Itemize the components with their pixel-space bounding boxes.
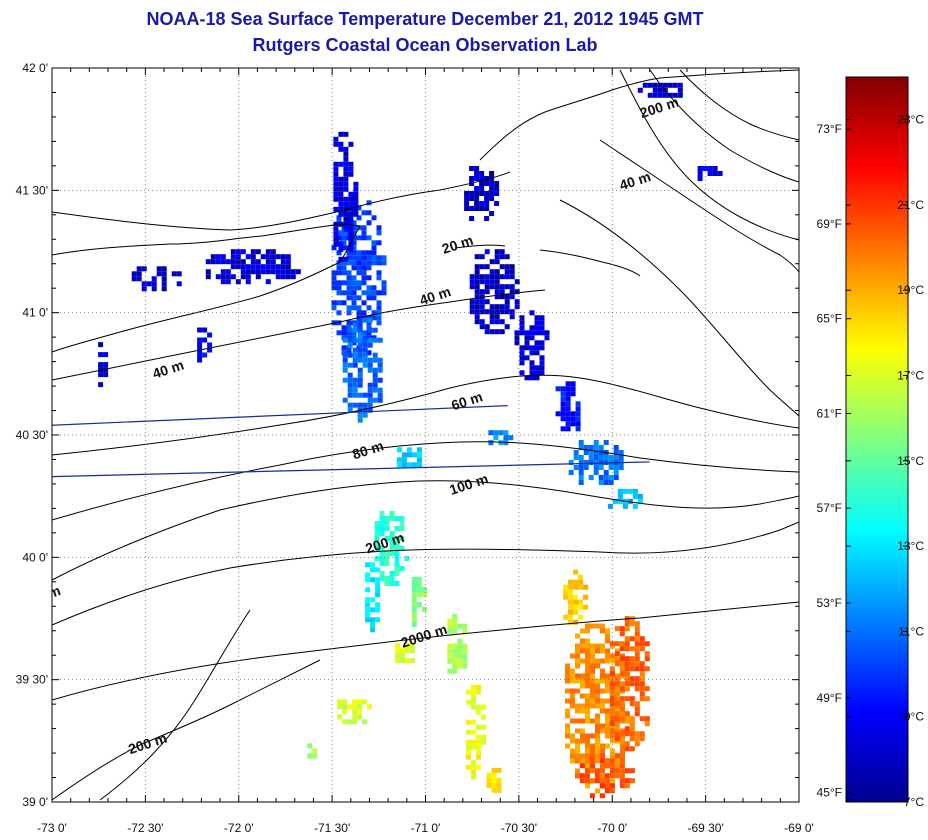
lat-tick-label: 42 0' [22, 61, 48, 75]
sst-patch [697, 166, 723, 181]
sst-patch [395, 643, 415, 664]
isobath-gulf-of-maine-a [619, 69, 799, 241]
coastline-long-island [52, 223, 361, 353]
colorbar-fahrenheit-label: 61°F [817, 406, 842, 420]
coastline-marthas-vineyard [454, 244, 506, 249]
contour-label: 40 m [617, 168, 652, 193]
sst-patch [466, 684, 486, 780]
transect-line [52, 461, 650, 478]
colorbar-ticks: 7°C 9°C 11°C 13°C 15°C 17°C 19°C 21°C 23°C 45°F 49… [817, 113, 925, 809]
contour-label: 60 m [449, 388, 484, 413]
sst-patch [555, 381, 581, 432]
lon-tick-label: -73 0' [37, 821, 67, 835]
sst-patch [609, 616, 650, 752]
sst-patch [205, 249, 301, 285]
canyon-line [99, 609, 251, 801]
sst-patch [342, 317, 383, 423]
colorbar-celsius-label: 17°C [897, 369, 924, 383]
lat-tick-label: 39 30' [16, 673, 48, 687]
colorbar-celsius-label: 21°C [897, 198, 924, 212]
sst-patch [568, 440, 624, 485]
contour-label: 2000 m [399, 621, 449, 651]
sst-patch [486, 767, 502, 793]
sst-patch [469, 249, 520, 335]
lon-tick-label: -71 30' [314, 821, 350, 835]
colorbar-fahrenheit-label: 73°F [817, 122, 842, 136]
lon-tick-label: -69 0' [784, 821, 814, 835]
isobath-40m-b [599, 139, 799, 273]
coastline-connecticut [52, 171, 511, 231]
coastline-nantucket [539, 249, 641, 277]
colorbar-fahrenheit-label: 65°F [817, 312, 842, 326]
colorbar-celsius-label: 7°C [904, 795, 924, 809]
sst-patch [365, 562, 381, 633]
lon-tick-label: -70 0' [597, 821, 627, 835]
isobath-100m [52, 480, 799, 581]
colorbar-fahrenheit-label: 53°F [817, 596, 842, 610]
lat-tick-label: 41 30' [16, 183, 48, 197]
isobath-2000m [52, 601, 799, 701]
sst-patch [411, 577, 427, 627]
axis-tick-labels: -73 0' -72 30' -72 0' -71 30' -71 0' -70 30' -… [16, 61, 814, 835]
transect-line [52, 405, 508, 426]
sst-patch [331, 195, 387, 361]
sst-patch [579, 753, 635, 799]
colorbar-fahrenheit-label: 49°F [817, 691, 842, 705]
sst-patch [197, 327, 213, 363]
colorbar-celsius-label: 13°C [897, 539, 924, 553]
lat-tick-label: 40 30' [16, 428, 48, 442]
lat-tick-label: 39 0' [22, 795, 48, 809]
sst-patch [307, 743, 318, 759]
colorbar-celsius-label: 19°C [897, 283, 924, 297]
graticule [52, 68, 799, 802]
contour-label: m [46, 582, 63, 601]
isobath-200m [52, 521, 799, 626]
sst-patch [374, 511, 410, 586]
lon-tick-label: -69 30' [687, 821, 723, 835]
sst-patch [396, 447, 422, 468]
colorbar [845, 76, 909, 803]
colorbar-celsius-label: 15°C [897, 454, 924, 468]
isobath-80m [52, 441, 799, 521]
colorbar-celsius-label: 9°C [904, 710, 924, 724]
sst-patch [607, 488, 643, 509]
sst-patch [447, 613, 468, 674]
coastline-and-isobaths [52, 69, 799, 801]
lat-tick-label: 41 0' [22, 306, 48, 320]
lon-tick-label: -71 0' [411, 821, 441, 835]
lat-tick-label: 40 0' [22, 550, 48, 564]
colorbar-fahrenheit-label: 69°F [817, 217, 842, 231]
contour-label: 100 m [447, 470, 490, 497]
contour-label: 40 m [150, 357, 185, 382]
colorbar-celsius-label: 23°C [897, 113, 924, 127]
sst-patch [98, 342, 109, 388]
contour-label: 80 m [350, 437, 385, 462]
sst-patch [563, 569, 589, 625]
contour-label: 200 m [126, 730, 169, 757]
lon-tick-label: -70 30' [501, 821, 537, 835]
isobath-200m-south [52, 659, 321, 801]
isobath-gulf-of-maine-c [679, 69, 799, 141]
sst-patch [131, 266, 182, 292]
lon-tick-label: -72 0' [224, 821, 254, 835]
frame-ticks [51, 67, 800, 803]
colorbar-celsius-label: 11°C [898, 624, 924, 638]
isobath-60m [52, 374, 799, 456]
map-subtitle: Rutgers Coastal Ocean Observation Lab [252, 35, 598, 55]
transect-lines [52, 405, 650, 478]
lon-tick-label: -72 30' [127, 821, 163, 835]
isobath-gulf-of-maine-b [649, 69, 799, 183]
colorbar-fahrenheit-label: 45°F [817, 786, 842, 800]
sst-patch [514, 310, 550, 381]
colorbar-fahrenheit-label: 57°F [817, 501, 842, 515]
isobath-40m-a [52, 289, 546, 381]
sst-patch [464, 166, 500, 221]
contour-label: 20 m [440, 232, 475, 257]
coastline-cape-cod [479, 69, 799, 161]
sst-patch [337, 699, 373, 725]
isobath-georges-bank [559, 199, 799, 417]
map-title: NOAA-18 Sea Surface Temperature December… [146, 9, 704, 29]
